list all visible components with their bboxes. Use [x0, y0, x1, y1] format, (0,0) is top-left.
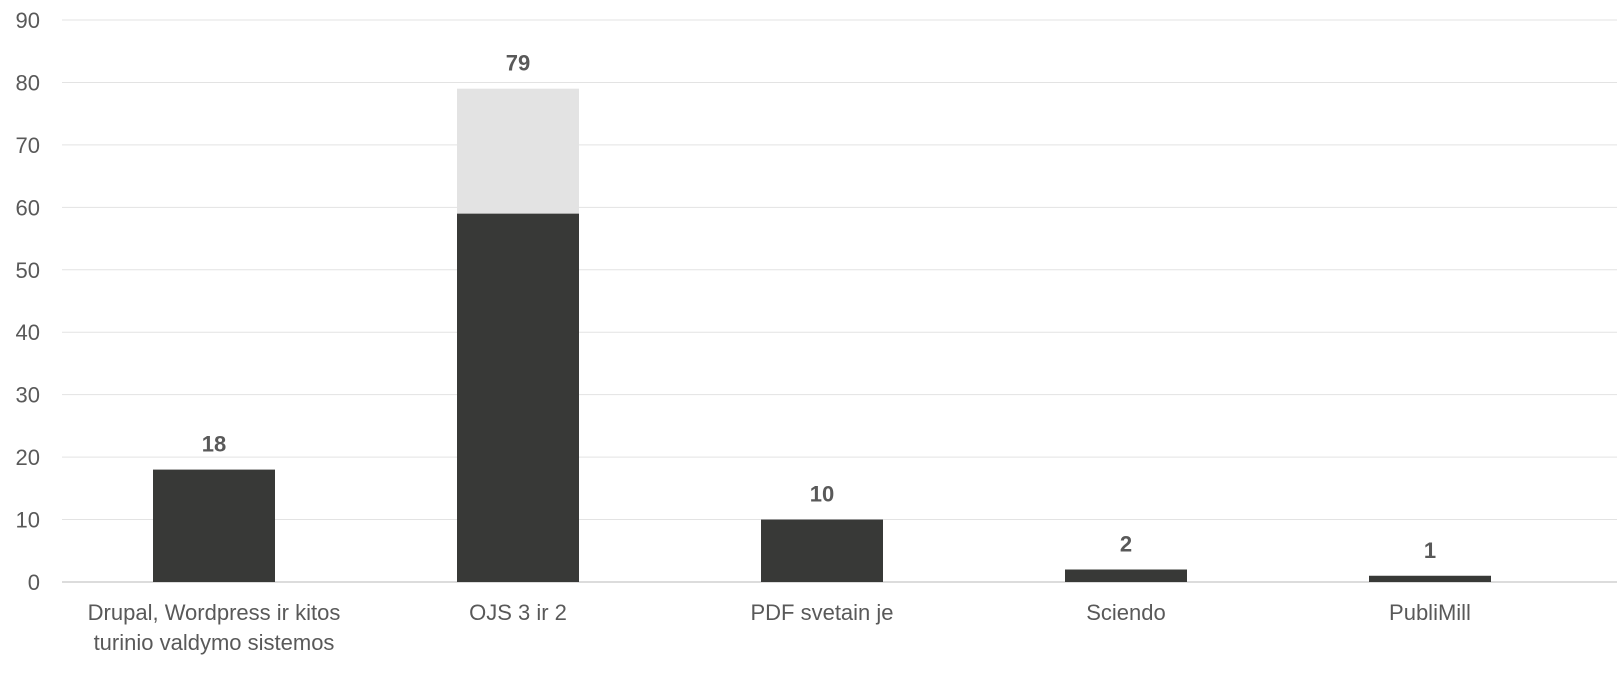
y-tick-label: 70: [16, 133, 40, 158]
y-tick-label: 50: [16, 258, 40, 283]
bar-segment: [1369, 575, 1491, 582]
data-label: 1: [1424, 538, 1436, 563]
bar-segment: [761, 519, 883, 582]
y-tick-label: 40: [16, 320, 40, 345]
data-label: 2: [1120, 532, 1132, 557]
x-tick-label: OJS 3 ir 2: [469, 600, 567, 625]
y-tick-label: 60: [16, 195, 40, 220]
x-tick-label: PDF svetain je: [750, 600, 893, 625]
data-label: 10: [810, 482, 834, 507]
y-tick-label: 10: [16, 508, 40, 533]
bar-segment: [153, 469, 275, 582]
x-tick-label: Sciendo: [1086, 600, 1166, 625]
bars: [153, 88, 1491, 583]
x-tick-label: PubliMill: [1389, 600, 1471, 625]
data-label: 18: [202, 432, 226, 457]
x-axis-ticks: Drupal, Wordpress ir kitos turinio valdym…: [88, 600, 1471, 655]
data-labels: 18 79 10 2 1: [202, 51, 1436, 563]
x-tick-label: turinio valdymo sistemos: [94, 630, 335, 655]
y-tick-label: 90: [16, 8, 40, 33]
data-label: 79: [506, 51, 530, 76]
y-tick-label: 0: [28, 570, 40, 595]
bar-segment: [457, 213, 579, 583]
bar-segment: [457, 88, 579, 214]
y-tick-label: 30: [16, 383, 40, 408]
bar-segment: [1065, 569, 1187, 582]
y-tick-label: 80: [16, 70, 40, 95]
y-axis-ticks: 0 10 20 30 40 50 60 70 80 90: [16, 8, 40, 595]
gridlines: [62, 19, 1617, 583]
x-tick-label: Drupal, Wordpress ir kitos: [88, 600, 341, 625]
y-tick-label: 20: [16, 445, 40, 470]
